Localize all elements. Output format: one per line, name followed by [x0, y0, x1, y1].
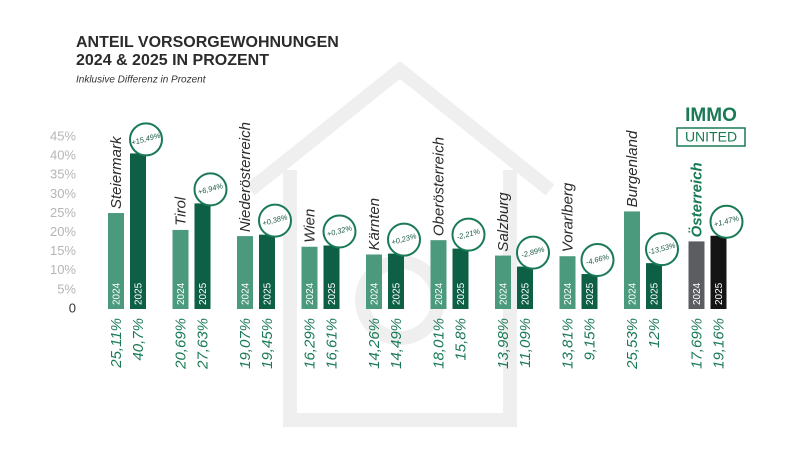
bar-series-label: 2025 — [650, 282, 661, 305]
bar — [581, 274, 598, 309]
bar — [495, 255, 511, 309]
category-label: Wien — [301, 209, 318, 243]
category-label: Oberösterreich — [430, 137, 447, 236]
value-label: 15,8% — [452, 318, 469, 361]
chart-title: ANTEIL VORSORGEWOHNUNGEN — [76, 34, 339, 51]
y-tick-label: 10% — [50, 262, 76, 277]
value-label: 14,49% — [388, 318, 405, 369]
value-label: 17,69% — [688, 318, 705, 369]
bar-series-label: 2024 — [692, 282, 703, 305]
bar-series-label: 2024 — [305, 282, 316, 305]
difference-badge — [645, 232, 679, 267]
bar-series-label: 2025 — [585, 282, 596, 305]
y-tick-label: 45% — [50, 128, 76, 143]
difference-badge — [258, 203, 292, 238]
value-label: 12% — [646, 318, 663, 348]
bar — [172, 229, 189, 309]
bar — [259, 234, 275, 309]
bar-series-label: 2024 — [499, 282, 510, 305]
bar — [688, 241, 705, 309]
bar-series-label: 2025 — [327, 282, 338, 305]
bar-series-label: 2025 — [134, 282, 145, 305]
difference-badge — [322, 214, 357, 249]
bar-series-label: 2024 — [434, 282, 445, 305]
y-tick-label: 35% — [50, 167, 76, 182]
bar — [366, 254, 382, 309]
bar-series-label: 2024 — [241, 282, 252, 305]
logo-box — [676, 127, 746, 147]
value-label: 16,61% — [323, 318, 340, 369]
y-tick-label: 15% — [50, 243, 76, 258]
bar — [108, 213, 124, 309]
value-label: 25,11% — [108, 318, 125, 369]
bar-series-label: 2025 — [392, 282, 403, 305]
category-label: Tirol — [172, 196, 189, 226]
y-tick-label: 0 — [69, 300, 76, 315]
bar — [237, 236, 253, 309]
value-label: 9,15% — [581, 318, 598, 361]
value-label: 19,45% — [259, 318, 276, 369]
difference-badge — [129, 122, 163, 157]
bar — [388, 253, 404, 309]
bar — [301, 246, 318, 309]
difference-badge — [709, 204, 744, 239]
difference-badge — [516, 235, 550, 270]
y-tick-label: 40% — [50, 148, 76, 163]
value-label: 18,01% — [430, 318, 447, 369]
bar-series-label: 2025 — [714, 282, 725, 305]
value-label: 40,7% — [130, 318, 147, 361]
bar — [323, 245, 340, 309]
y-tick-label: 20% — [50, 224, 76, 239]
bar — [624, 211, 640, 309]
chart-title: 2024 & 2025 IN PROZENT — [76, 52, 269, 69]
value-label: 27,63% — [194, 318, 211, 370]
logo: IMMO — [685, 105, 737, 126]
bar-series-label: 2025 — [198, 282, 209, 305]
value-label: 16,29% — [301, 318, 318, 369]
value-label: 20,69% — [172, 318, 189, 370]
value-label: 25,53% — [624, 318, 641, 370]
difference-badge — [580, 243, 615, 278]
value-label: 14,26% — [366, 318, 383, 369]
category-label: Vorarlberg — [559, 182, 576, 252]
bar-series-label: 2024 — [370, 282, 381, 305]
category-label: Burgenland — [624, 130, 641, 207]
bar-series-label: 2024 — [563, 282, 574, 305]
bar — [517, 266, 533, 309]
bar-series-label: 2024 — [176, 282, 187, 305]
category-label: Salzburg — [495, 192, 512, 252]
bar — [559, 256, 576, 309]
bar-series-label: 2025 — [456, 282, 467, 305]
bar — [430, 240, 447, 309]
logo: UNITED — [685, 129, 737, 145]
bar-series-label: 2024 — [628, 282, 639, 305]
bar-series-label: 2024 — [112, 282, 123, 305]
bar — [130, 153, 146, 309]
value-label: 19,16% — [710, 318, 727, 369]
bar — [452, 248, 469, 309]
y-tick-label: 25% — [50, 205, 76, 220]
value-label: 13,81% — [559, 318, 576, 369]
bar — [194, 203, 211, 309]
category-label: Kärnten — [366, 198, 383, 251]
value-label: 13,98% — [495, 318, 512, 369]
chart-subtitle: Inklusive Differenz in Prozent — [76, 75, 207, 86]
y-tick-label: 30% — [50, 186, 76, 201]
bar — [710, 235, 727, 309]
category-label: Niederösterreich — [237, 122, 254, 232]
value-label: 11,09% — [517, 318, 534, 368]
difference-badge — [451, 217, 486, 252]
category-label: Steiermark — [108, 135, 125, 209]
bar-series-label: 2025 — [263, 282, 274, 305]
value-label: 19,07% — [237, 318, 254, 369]
y-tick-label: 5% — [57, 281, 76, 296]
difference-badge — [193, 172, 228, 207]
bar — [646, 263, 662, 309]
bar-series-label: 2025 — [521, 282, 532, 305]
difference-badge — [387, 222, 421, 257]
category-label: Österreich — [688, 162, 705, 237]
